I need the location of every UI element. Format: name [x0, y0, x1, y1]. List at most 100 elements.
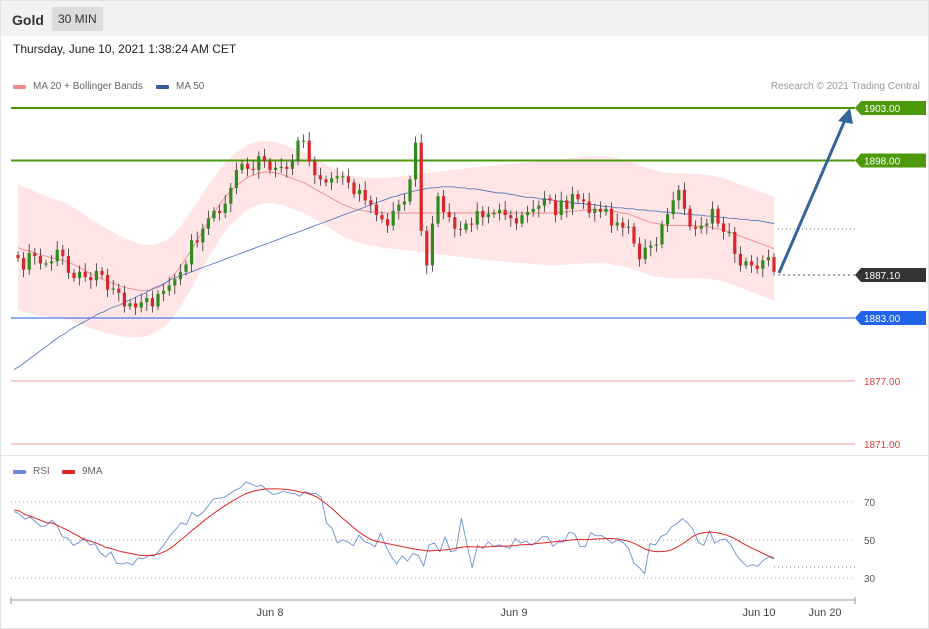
price-label: 1877.00 [864, 377, 901, 388]
candle [268, 157, 272, 174]
candle-body [464, 223, 468, 230]
candle [604, 205, 608, 216]
research-credit: Research © 2021 Trading Central [770, 81, 920, 92]
candle-body [206, 218, 210, 229]
candle [374, 197, 378, 222]
candle [296, 136, 300, 166]
candle [223, 194, 227, 218]
candle-body [660, 224, 664, 245]
candle-body [632, 226, 636, 244]
candle [458, 221, 462, 236]
x-tick-label: Jun 9 [501, 607, 528, 619]
candle [671, 191, 675, 219]
rsi-ma-legend-label: 9MA [82, 466, 103, 477]
candle-body [498, 209, 502, 213]
rsi-ma-line [13, 488, 775, 559]
candle [363, 181, 367, 206]
candle-body [554, 200, 558, 216]
candle-body [234, 169, 238, 188]
candle [184, 260, 188, 276]
candle-body [442, 196, 446, 212]
rsi-ma-legend-swatch [62, 469, 75, 474]
candle-body [626, 226, 630, 228]
candle [772, 253, 776, 276]
candle-body [111, 288, 115, 290]
candle-body [582, 199, 586, 202]
candle [251, 160, 255, 175]
candle-body [531, 208, 535, 212]
candle-body [548, 198, 552, 201]
candle [481, 205, 485, 226]
candle [716, 205, 720, 228]
candle-body [341, 176, 345, 178]
candle-body [598, 208, 602, 212]
candle [206, 210, 210, 235]
candle [761, 255, 765, 278]
candle-body [537, 205, 541, 209]
candle [66, 248, 70, 280]
candle [262, 148, 266, 168]
candle-body [492, 213, 496, 215]
candle-body [481, 210, 485, 218]
candle-body [223, 203, 227, 213]
candle-body [699, 225, 703, 229]
candle-body [296, 140, 300, 162]
candle [710, 201, 714, 230]
candle [173, 274, 177, 295]
candle [324, 175, 328, 187]
candle [638, 237, 642, 267]
candle-body [453, 217, 457, 229]
candle [257, 151, 261, 179]
candle [610, 202, 614, 234]
candle [537, 200, 541, 218]
candle [526, 205, 530, 223]
candle [313, 156, 317, 184]
candle-body [313, 161, 317, 176]
candle [330, 172, 334, 191]
candle-body [307, 140, 311, 162]
candle-body [397, 204, 401, 211]
candle [234, 162, 238, 194]
candle-body [705, 223, 709, 226]
timeframe-button[interactable]: 30 MIN [52, 7, 103, 31]
candle [279, 158, 283, 173]
candle [117, 283, 121, 302]
candle [33, 247, 37, 265]
candle-body [733, 231, 737, 254]
bollinger-band [18, 140, 774, 338]
candle [632, 222, 636, 248]
candle [290, 154, 294, 176]
candle [178, 264, 182, 286]
candle [688, 205, 692, 231]
candle [442, 190, 446, 220]
rsi-legend-label: RSI [33, 466, 50, 477]
candle-body [615, 222, 619, 226]
candle [727, 223, 731, 237]
candle-body [374, 204, 378, 216]
candle-body [78, 271, 82, 279]
candle [615, 213, 619, 231]
candle [425, 225, 429, 275]
candle-body [22, 258, 26, 270]
candle-body [83, 271, 87, 278]
candle-body [150, 298, 154, 307]
candle [677, 184, 681, 210]
candle [509, 210, 513, 227]
candle [195, 231, 199, 248]
candle-body [363, 189, 367, 201]
candle-body [190, 240, 194, 265]
candle-body [520, 215, 524, 224]
rsi-line [13, 481, 775, 575]
candle-body [542, 198, 546, 206]
candle [498, 203, 502, 221]
rsi-legend-swatch [13, 469, 26, 474]
candle-body [106, 274, 110, 290]
candle-body [526, 211, 530, 216]
candle [554, 194, 558, 223]
candle [100, 267, 104, 279]
candle-body [414, 142, 418, 180]
candle-body [682, 189, 686, 209]
candle-body [50, 261, 54, 264]
candle-body [318, 175, 322, 180]
